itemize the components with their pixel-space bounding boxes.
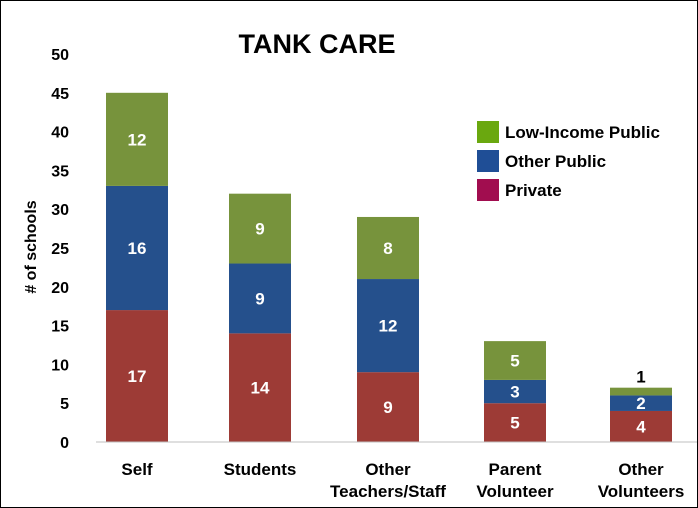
data-label: 12	[128, 130, 147, 149]
bar-segment	[610, 395, 672, 411]
data-label: 1	[636, 368, 645, 387]
y-tick-label: 40	[51, 125, 69, 142]
y-tick-label: 50	[51, 47, 69, 64]
x-tick-label: Volunteer	[476, 482, 554, 501]
legend-swatch	[477, 150, 499, 172]
x-axis-labels: Self Students Other Teachers/Staff Parent Vol…	[121, 460, 684, 501]
legend-label: Low-Income Public	[505, 123, 660, 142]
y-tick-label: 30	[51, 202, 69, 219]
x-tick-label: Parent	[489, 460, 542, 479]
y-tick-label: 35	[51, 163, 69, 180]
legend-label: Other Public	[505, 152, 606, 171]
data-label: 9	[383, 398, 392, 417]
x-tick-label: Students	[224, 460, 297, 479]
bar-segment	[610, 410, 672, 442]
legend-swatch	[477, 179, 499, 201]
data-label: 5	[510, 414, 519, 433]
bar-segment	[357, 279, 419, 373]
bars-group: 17 16 12 14 9 9 9 12 8 5 3 5 4 2 1	[106, 92, 672, 442]
legend-swatch	[477, 121, 499, 143]
data-label: 3	[510, 383, 519, 402]
y-axis-ticks: 0 5 10 15 20 25 30 35 40 45 50	[51, 47, 69, 452]
data-label: 4	[636, 417, 646, 436]
data-label: 14	[251, 379, 270, 398]
data-label: 16	[128, 239, 147, 258]
data-label: 5	[510, 352, 519, 371]
y-axis-label: # of schools	[23, 200, 40, 293]
y-tick-label: 25	[51, 241, 69, 258]
bar-segment	[484, 341, 546, 380]
y-tick-label: 0	[60, 435, 69, 452]
y-tick-label: 45	[51, 86, 69, 103]
y-tick-label: 20	[51, 280, 69, 297]
x-tick-label: Other	[365, 460, 411, 479]
bar-segment	[106, 185, 168, 311]
x-tick-label: Other	[618, 460, 664, 479]
chart-title: TANK CARE	[239, 29, 396, 59]
bar-segment	[484, 403, 546, 442]
bar-segment	[106, 92, 168, 186]
bar-segment	[357, 216, 419, 280]
data-label: 8	[383, 239, 392, 258]
y-tick-label: 5	[60, 396, 69, 413]
x-tick-label: Self	[121, 460, 153, 479]
data-label: 17	[128, 367, 147, 386]
bar-segment	[484, 379, 546, 404]
x-tick-label: Teachers/Staff	[330, 482, 446, 501]
y-tick-label: 15	[51, 319, 69, 336]
data-label: 12	[379, 317, 398, 336]
data-label: 2	[636, 394, 645, 413]
legend-label: Private	[505, 181, 562, 200]
bar-segment	[357, 372, 419, 442]
bar-segment	[229, 193, 291, 264]
legend: Low-Income Public Other Public Private	[477, 121, 660, 201]
bar-segment	[229, 263, 291, 334]
data-label: 9	[255, 220, 264, 239]
bar-segment	[106, 310, 168, 442]
y-tick-label: 10	[51, 357, 69, 374]
x-tick-label: Volunteers	[598, 482, 685, 501]
data-label: 9	[255, 289, 264, 308]
bar-segment	[610, 387, 672, 396]
bar-segment	[229, 333, 291, 442]
